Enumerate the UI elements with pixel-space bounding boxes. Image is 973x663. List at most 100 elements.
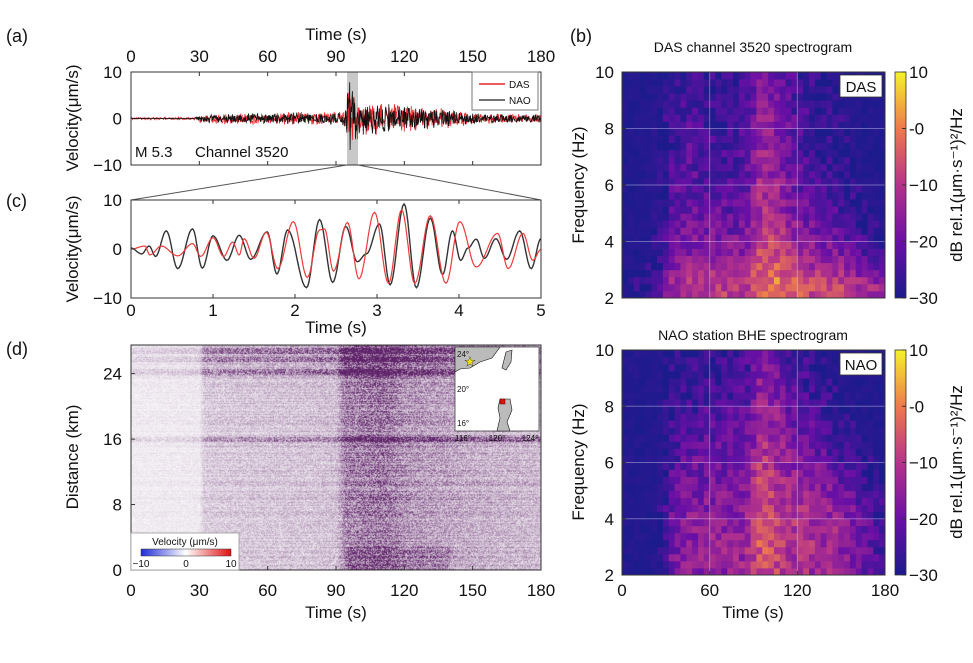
nao-spectrogram-cell bbox=[668, 427, 675, 435]
das-spectrogram-cell bbox=[791, 156, 798, 165]
nao-spectrogram-cell bbox=[662, 497, 670, 506]
nao-spectrogram-cell bbox=[645, 413, 652, 421]
nao-spectrogram-cell bbox=[709, 399, 716, 407]
nao-spectrogram-cell bbox=[785, 357, 792, 365]
das-spectrogram-cell bbox=[768, 192, 775, 200]
nao-spectrogram-cell bbox=[721, 399, 728, 407]
a-series-nao bbox=[131, 82, 541, 151]
das-spectrogram-cell bbox=[750, 170, 757, 179]
nao-spectrogram-cell bbox=[744, 441, 751, 449]
nao-spectrogram-cell bbox=[861, 511, 868, 520]
das-spectrogram-cell bbox=[861, 276, 868, 285]
nao-spectrogram-cell bbox=[703, 525, 711, 534]
c-xtick-label: 0 bbox=[126, 301, 135, 320]
nao-spectrogram-cell bbox=[785, 504, 792, 513]
das-spectrogram-cell bbox=[779, 213, 787, 221]
das-spectrogram-cell bbox=[861, 269, 868, 278]
das-spectrogram-cell bbox=[715, 255, 722, 264]
das-spectrogram-cell bbox=[662, 170, 670, 179]
das-spectrogram-cell bbox=[709, 149, 716, 158]
nao-spectrogram-cell bbox=[721, 434, 728, 442]
das-spectrogram-cell bbox=[820, 283, 827, 292]
nao-spectrogram-cell bbox=[721, 490, 728, 499]
das-spectrogram-cell bbox=[633, 149, 640, 158]
nao-spectrogram-cell bbox=[768, 448, 775, 456]
nao-spectrogram-cell bbox=[768, 483, 775, 492]
das-spectrogram-cell bbox=[814, 283, 822, 292]
nao-spectrogram-cell bbox=[797, 378, 804, 386]
das-spectrogram-cell bbox=[820, 163, 827, 172]
nao-spectrogram-cell bbox=[686, 364, 693, 372]
das-spectrogram-cell bbox=[703, 114, 711, 122]
c-axes-frame bbox=[130, 199, 542, 299]
nao-spectrogram-cell bbox=[709, 518, 716, 527]
das-spectrogram-cell bbox=[768, 283, 775, 292]
das-spectrogram-cell bbox=[756, 79, 763, 87]
nao-spectrogram-cell bbox=[838, 553, 845, 562]
das-spectrogram-cell bbox=[861, 227, 868, 235]
nao-spectrogram-cell bbox=[709, 406, 716, 414]
d-ylabel: Distance (km) bbox=[63, 405, 82, 510]
nao-spectrogram-cell bbox=[651, 546, 658, 555]
das-spectrogram-cell bbox=[797, 192, 804, 200]
a-xtick-label: 120 bbox=[390, 47, 418, 66]
nao-spectrogram-cell bbox=[622, 483, 629, 492]
nao-spectrogram-cell bbox=[662, 427, 670, 435]
nao-spectrogram-cell bbox=[674, 553, 681, 562]
das-spectrogram-cell bbox=[727, 114, 734, 122]
das-spectrogram-cell bbox=[791, 72, 798, 80]
das-spectrogram-cell bbox=[686, 128, 693, 136]
nao-spectrogram-cell bbox=[773, 518, 781, 527]
legend-das: DAS bbox=[509, 80, 530, 91]
nao-spectrogram-cell bbox=[627, 392, 635, 400]
das-spectrogram-cell bbox=[633, 170, 640, 179]
nao-spectrogram-cell bbox=[738, 567, 746, 576]
das-spectrogram-cell bbox=[727, 269, 734, 278]
das-spectrogram-cell bbox=[855, 177, 863, 186]
nao-spectrogram-cell bbox=[779, 385, 787, 393]
das-ytick-label: 8 bbox=[605, 120, 614, 139]
das-spectrogram-cell bbox=[838, 149, 845, 158]
nao-spectrogram-cell bbox=[820, 420, 827, 428]
das-spectrogram-cell bbox=[814, 107, 822, 115]
das-spectrogram-cell bbox=[680, 93, 687, 101]
das-spectrogram-cell bbox=[844, 128, 851, 136]
das-spectrogram-cell bbox=[768, 241, 775, 249]
das-spectrogram-cell bbox=[803, 227, 810, 235]
das-spectrogram-cell bbox=[668, 185, 675, 193]
das-spectrogram-cell bbox=[668, 276, 675, 285]
das-spectrogram-cell bbox=[785, 269, 792, 278]
nao-spectrogram-cell bbox=[715, 518, 722, 527]
nao-spectrogram-cell bbox=[756, 490, 763, 499]
nao-spectrogram-cell bbox=[762, 497, 769, 506]
nao-spectrogram-cell bbox=[879, 441, 886, 449]
das-spectrogram-cell bbox=[861, 283, 868, 292]
das-spectrogram-cell bbox=[721, 86, 728, 94]
das-spectrogram-cell bbox=[762, 185, 769, 193]
das-spectrogram-cell bbox=[709, 185, 716, 193]
das-spectrogram-cell bbox=[855, 142, 863, 151]
nao-spectrogram-cell bbox=[727, 413, 734, 421]
das-spectrogram-cell bbox=[861, 100, 868, 108]
nao-spectrogram-cell bbox=[756, 392, 763, 400]
das-spectrogram-cell bbox=[627, 142, 635, 151]
nao-spectrogram-cell bbox=[750, 427, 757, 435]
das-spectrogram-cell bbox=[639, 93, 646, 101]
das-spectrogram-cell bbox=[622, 135, 629, 144]
das-spectrogram-cell bbox=[814, 128, 822, 136]
das-spectrogram-cell bbox=[738, 227, 746, 235]
nao-spectrogram-cell bbox=[639, 357, 646, 365]
nao-spectrogram-cell bbox=[809, 476, 816, 484]
nao-spectrogram-cell bbox=[686, 413, 693, 421]
nao-spectrogram-cell bbox=[791, 518, 798, 527]
das-spectrogram-cell bbox=[855, 128, 863, 136]
nao-spectrogram-cell bbox=[651, 462, 658, 470]
das-spectrogram-cell bbox=[703, 192, 711, 200]
das-spectrogram-cell bbox=[838, 114, 845, 122]
nao-spectrogram-cell bbox=[639, 490, 646, 499]
das-spectrogram-cell bbox=[622, 93, 629, 101]
nao-spectrogram-cell bbox=[651, 427, 658, 435]
colorbar-tick-label: −10 bbox=[909, 176, 938, 195]
das-spectrogram-cell bbox=[627, 283, 635, 292]
das-spectrogram-cell bbox=[680, 163, 687, 172]
